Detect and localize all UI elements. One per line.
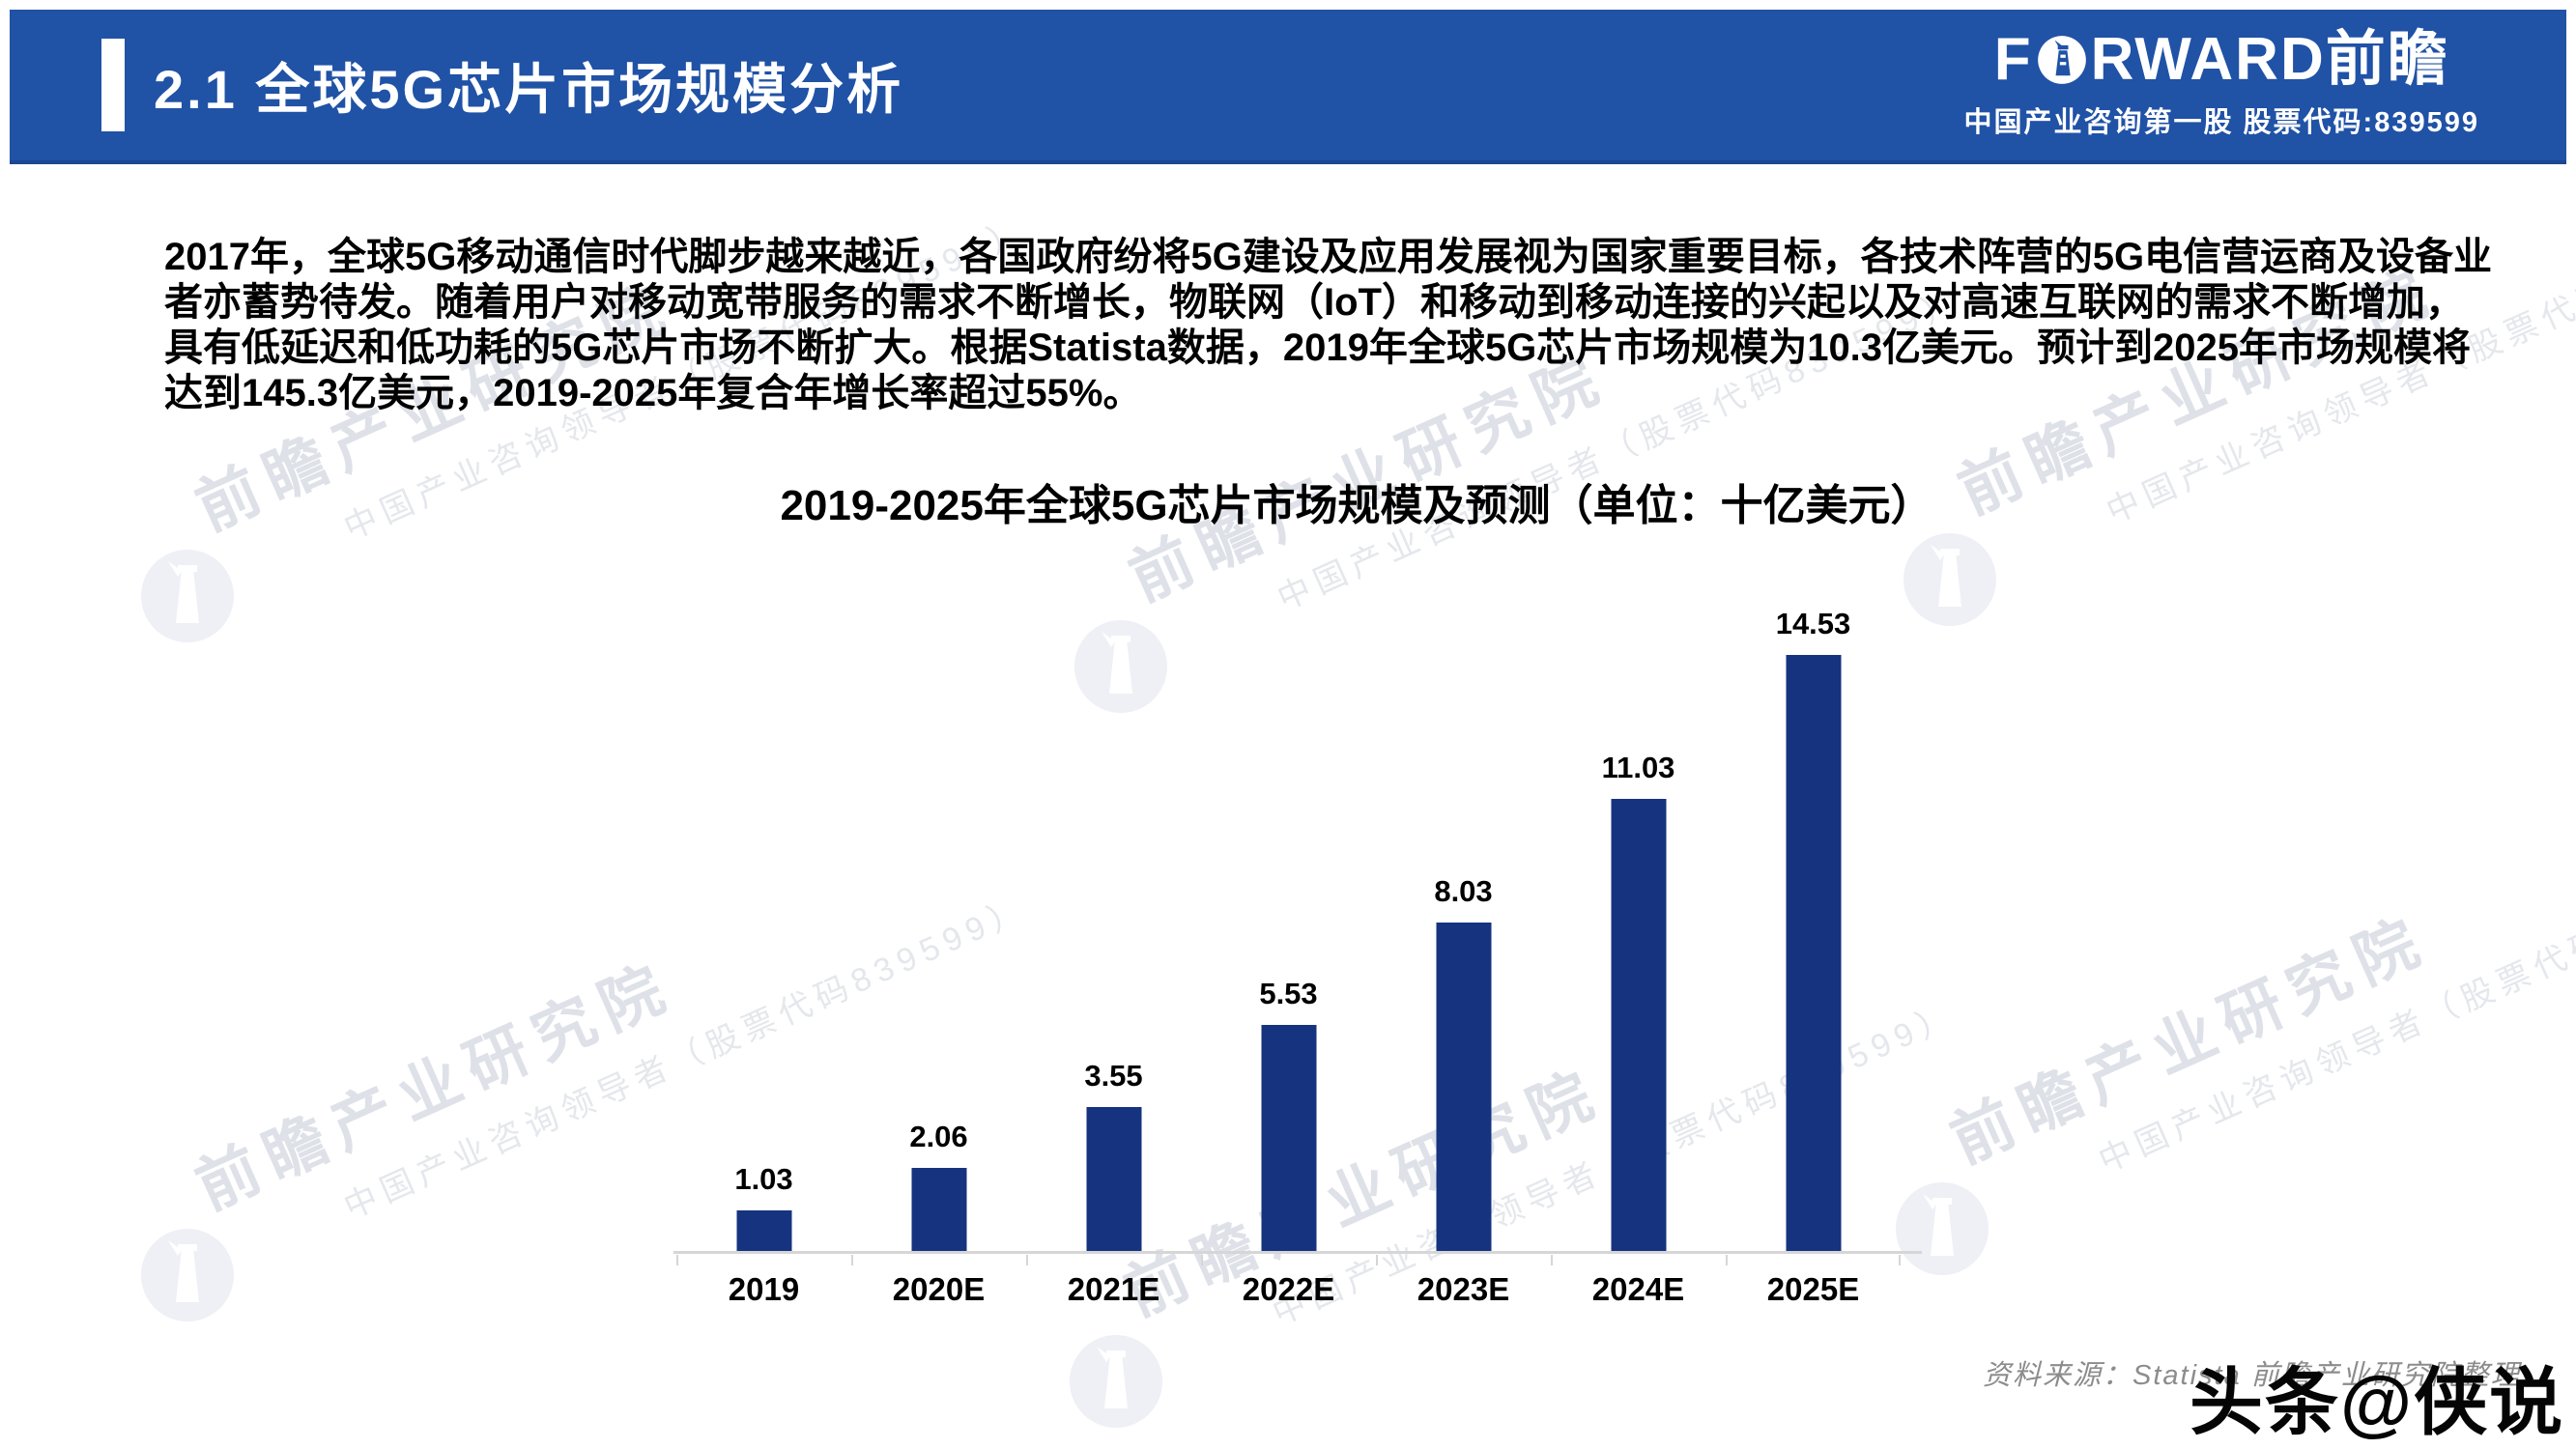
axis-tick (1026, 1255, 1028, 1265)
watermark-tile: 前瞻产业研究院 中国产业咨询领导者（股票代码839599） (1894, 843, 2576, 1277)
logo-text-prefix: F (1993, 26, 2033, 93)
chart-x-labels: 2019 2020E 2021E 2022E 2023E 2024E 2025E (676, 1271, 1901, 1314)
bar-value-label: 11.03 (1601, 751, 1675, 785)
logo-text-suffix: RWARD前瞻 (2090, 26, 2449, 93)
x-axis-label-2021E: 2021E (1067, 1271, 1160, 1307)
watermark-tile: 前瞻产业研究院 中国产业咨询领导者（股票代码839599） (139, 890, 1034, 1323)
chart-x-axis-line (673, 1251, 1922, 1254)
bar-value-label: 14.53 (1775, 607, 1851, 640)
bar-slot-2021E: 3.55 (1026, 609, 1201, 1265)
watermark-subtitle: 中国产业咨询领导者（股票代码839599） (2093, 843, 2576, 1180)
forward-logo: F RWARD前瞻 (1994, 30, 2449, 90)
bar-value-label: 3.55 (1084, 1058, 1143, 1093)
bar-slot-2024E: 11.03 (1551, 609, 1726, 1265)
x-axis-label-2020E: 2020E (892, 1271, 986, 1307)
bar-2024E (1611, 799, 1666, 1253)
bar-2025E (1786, 655, 1841, 1253)
watermark-tile: 前瞻产业研究院 中国产业咨询领导者（股票代码839599） (1902, 194, 2576, 628)
x-axis-label-2025E: 2025E (1766, 1271, 1860, 1307)
bar-2023E (1436, 922, 1491, 1253)
bar-slot-2023E: 8.03 (1376, 609, 1551, 1265)
forward-lighthouse-icon (141, 550, 234, 642)
forward-lighthouse-icon (141, 1229, 234, 1321)
paragraph-line: 达到145.3亿美元，2019-2025年复合年增长率超过55%。 (164, 372, 1142, 414)
watermark-tile: 前瞻产业研究院 中国产业咨询领导者（股票代码839599） (1068, 996, 1962, 1430)
header-bar: 2.1 全球5G芯片市场规模分析 F RWARD前瞻 中国产业咨询第一股 股票代… (10, 10, 2566, 164)
axis-tick (1551, 1255, 1553, 1265)
forward-lighthouse-icon (1896, 1182, 1989, 1275)
bar-2019 (736, 1210, 791, 1253)
forward-lighthouse-icon (1070, 1335, 1162, 1428)
bar-slot-2022E: 5.53 (1201, 609, 1376, 1265)
axis-tick (1376, 1255, 1378, 1265)
header-title-group: 2.1 全球5G芯片市场规模分析 (101, 39, 903, 131)
axis-tick (1726, 1255, 1728, 1265)
x-axis-label-2023E: 2023E (1417, 1271, 1510, 1307)
x-axis-label-2024E: 2024E (1591, 1271, 1685, 1307)
forward-lighthouse-icon (1903, 533, 1996, 626)
paragraph-line: 具有低延迟和低功耗的5G芯片市场不断扩大。根据Statista数据，2019年全… (164, 327, 2472, 369)
bar-value-label: 1.03 (734, 1162, 793, 1197)
toutiao-watermark-badge: 头条@侠说 (2190, 1362, 2565, 1444)
bar-value-label: 5.53 (1259, 977, 1318, 1011)
watermark-title: 前瞻产业研究院 (1940, 903, 2439, 1177)
bar-2021E (1086, 1106, 1141, 1253)
watermark-tile: 前瞻产业研究院 中国产业咨询领导者（股票代码839599） (139, 211, 1034, 644)
paragraph-line: 者亦蓄势待发。随着用户对移动宽带服务的需求不断增长，物联网（IoT）和移动到移动… (164, 281, 2464, 324)
bar-value-label: 2.06 (909, 1120, 968, 1154)
bar-2022E (1261, 1025, 1316, 1253)
x-axis-label-2022E: 2022E (1242, 1271, 1335, 1307)
chart-title: 2019-2025年全球5G芯片市场规模及预测（单位：十亿美元） (780, 482, 1933, 529)
chart-plot: 1.03 2.06 3.55 5.53 8.03 11.03 14.53 (676, 607, 1901, 1265)
axis-tick (676, 1255, 678, 1265)
brand-tagline: 中国产业咨询第一股 股票代码:839599 (1963, 107, 2479, 138)
page-title: 2.1 全球5G芯片市场规模分析 (154, 58, 904, 120)
bar-slot-2020E: 2.06 (851, 609, 1026, 1265)
x-axis-label-2019: 2019 (728, 1271, 800, 1307)
axis-tick (1201, 1255, 1203, 1265)
source-note: 资料来源：Statista 前瞻产业研究院整理 (1983, 1360, 2521, 1391)
lighthouse-circle-icon (2036, 34, 2088, 86)
bar-2020E (911, 1168, 966, 1253)
bar-value-label: 8.03 (1434, 873, 1493, 908)
paragraph-line: 2017年，全球5G移动通信时代脚步越来越近，各国政府纷将5G建设及应用发展视为… (164, 236, 2493, 278)
bar-slot-2019: 1.03 (676, 609, 851, 1265)
bar-slot-2025E: 14.53 (1726, 607, 1901, 1265)
title-accent-bar (101, 39, 125, 131)
body-paragraph: 2017年，全球5G移动通信时代脚步越来越近，各国政府纷将5G建设及应用发展视为… (164, 235, 2493, 416)
brand-block: F RWARD前瞻 中国产业咨询第一股 股票代码:839599 (1964, 30, 2480, 140)
axis-tick (1899, 1255, 1901, 1265)
axis-tick (851, 1255, 853, 1265)
